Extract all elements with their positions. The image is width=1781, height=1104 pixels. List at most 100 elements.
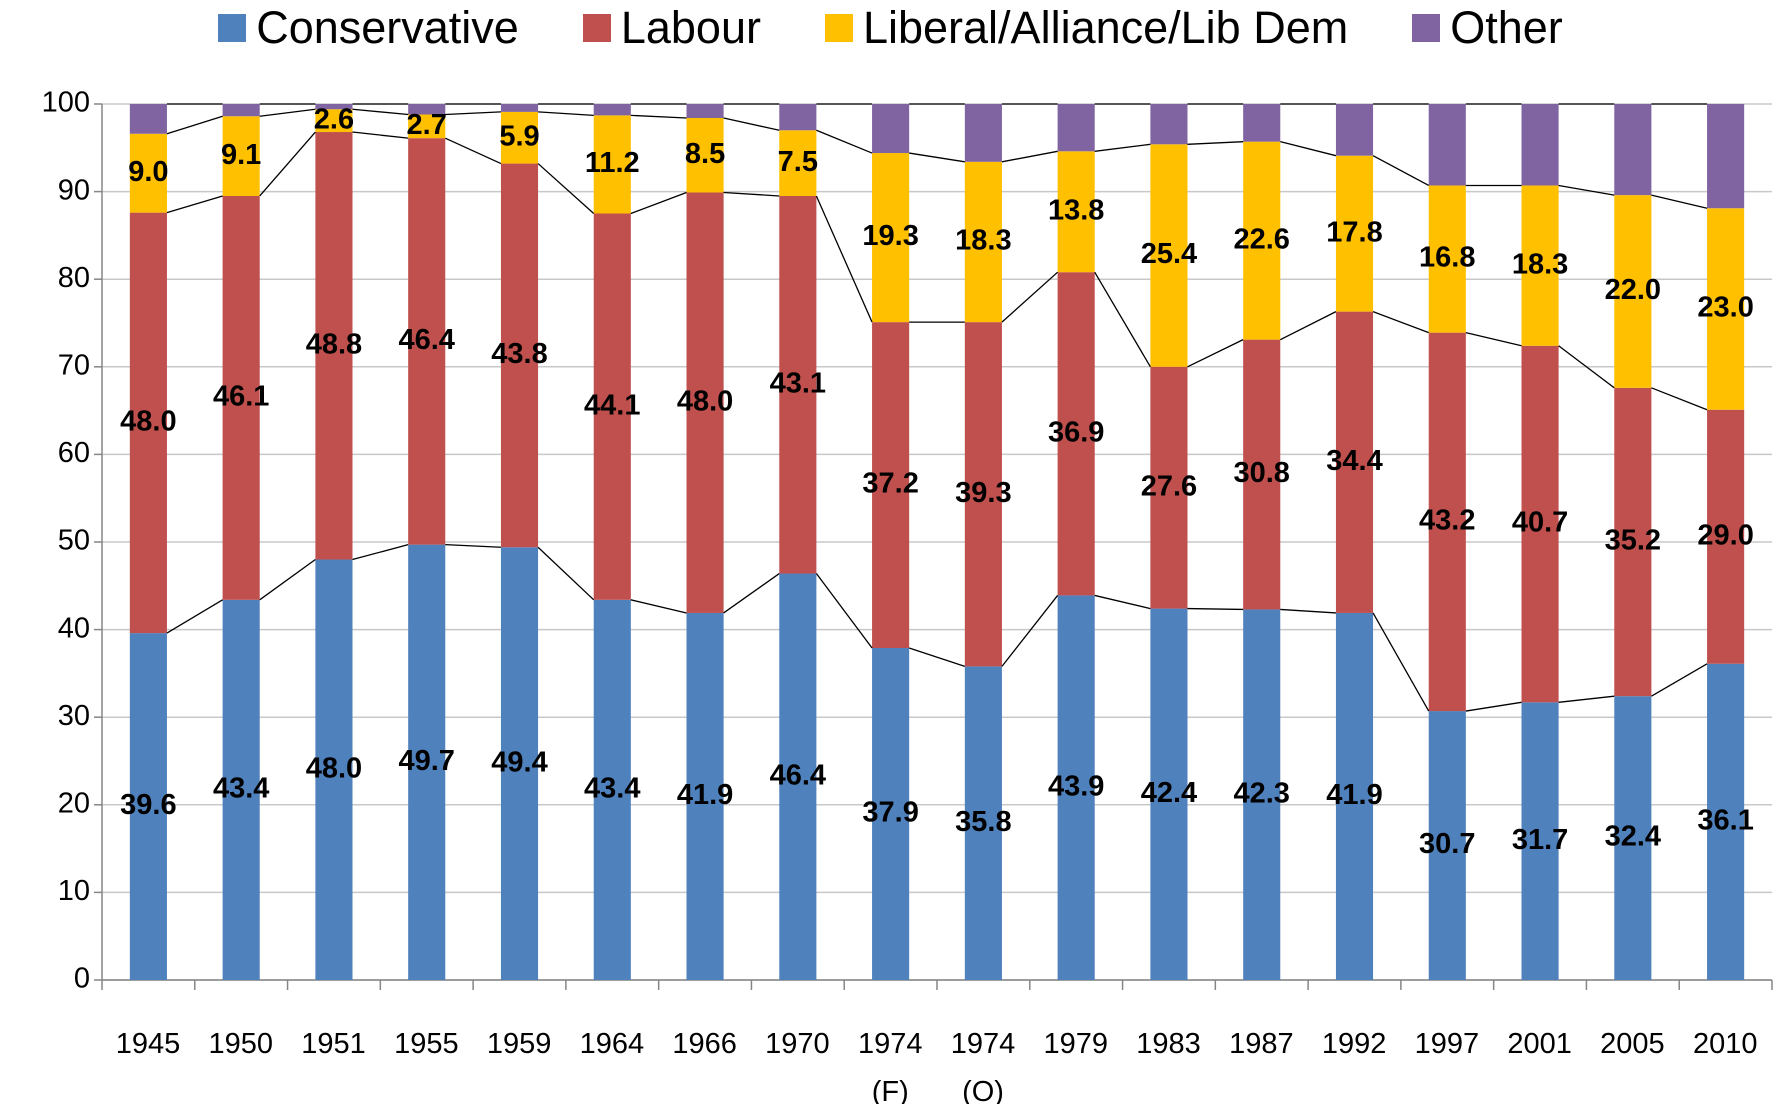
value-label: 9.0 <box>128 156 168 188</box>
bar-segment <box>1335 155 1374 312</box>
series-line <box>259 108 316 117</box>
legend-item: Conservative <box>218 2 519 54</box>
value-label: 43.2 <box>1419 505 1475 537</box>
x-tick-label: 1966 <box>672 1028 737 1060</box>
series-line <box>537 163 595 214</box>
series-line <box>815 195 873 323</box>
series-line <box>1187 141 1244 145</box>
bar-segment <box>315 132 353 560</box>
bar-segment <box>686 118 724 193</box>
x-tick-label: 1974 (F) <box>857 1028 923 1104</box>
value-label: 48.0 <box>677 385 733 417</box>
series-line <box>1372 311 1429 334</box>
series-line <box>445 111 501 116</box>
y-tick-label: 30 <box>58 700 90 732</box>
series-line <box>352 108 409 116</box>
bar-segment <box>872 153 910 323</box>
legend-swatch <box>582 14 611 42</box>
value-label: 2.6 <box>314 103 354 135</box>
bar-segment <box>686 104 724 119</box>
bar-segment <box>1428 332 1466 712</box>
bar-segment <box>222 599 260 980</box>
series-line <box>1558 345 1615 389</box>
series-line <box>1094 143 1151 152</box>
value-label: 43.1 <box>770 367 826 399</box>
bar-segment <box>129 212 167 634</box>
value-label: 23.0 <box>1697 292 1753 324</box>
legend-label: Other <box>1450 2 1563 53</box>
bar-segment <box>500 111 539 164</box>
bar-segment <box>1335 311 1374 613</box>
bar-segment <box>408 544 446 980</box>
value-label: 43.4 <box>213 773 269 805</box>
bar-segment <box>1243 141 1281 340</box>
value-label: 49.4 <box>491 746 547 778</box>
x-tick-label: 1945 <box>115 1028 181 1060</box>
y-tick-label: 60 <box>58 437 90 469</box>
value-label: 25.4 <box>1141 238 1197 270</box>
value-label: 9.1 <box>221 139 261 171</box>
series-line <box>537 546 595 601</box>
value-label: 44.1 <box>584 389 640 421</box>
bar-segment <box>779 195 817 574</box>
value-label: 16.8 <box>1419 242 1475 274</box>
series-line <box>816 129 873 154</box>
value-label: 17.8 <box>1326 216 1382 248</box>
y-tick-label: 20 <box>58 787 90 819</box>
value-label: 39.3 <box>955 477 1011 509</box>
value-label: 46.4 <box>398 324 454 356</box>
series-line <box>1001 271 1059 323</box>
bar-segment <box>1707 104 1745 209</box>
value-label: 30.8 <box>1233 457 1289 489</box>
bar-segment <box>1614 387 1652 697</box>
bar-segment <box>1057 104 1095 152</box>
legend-swatch <box>1412 14 1441 42</box>
bar-segment <box>222 104 260 117</box>
bar-segment <box>1614 104 1652 196</box>
bar-segment <box>1521 702 1559 980</box>
bar-segment <box>1243 339 1281 610</box>
bar-segment <box>1150 366 1188 609</box>
bar-segment <box>1243 609 1281 980</box>
series-line <box>723 191 780 197</box>
series-line <box>1187 607 1244 611</box>
bar-segment <box>1707 409 1745 664</box>
value-label: 40.7 <box>1512 507 1568 539</box>
bar-segment <box>593 213 631 600</box>
legend-label: Liberal/Alliance/Lib Dem <box>862 2 1349 53</box>
value-label: 46.1 <box>213 381 269 413</box>
x-tick-label: 1997 <box>1414 1028 1480 1060</box>
value-label: 48.0 <box>306 752 362 784</box>
value-label: 30.7 <box>1419 828 1475 860</box>
legend-swatch <box>824 14 853 42</box>
value-label: 43.4 <box>584 773 640 805</box>
x-tick-label: 1959 <box>486 1028 552 1060</box>
x-tick-label: 2010 <box>1692 1028 1758 1060</box>
bar-segment <box>1521 345 1559 703</box>
y-tick-label: 70 <box>58 349 90 381</box>
bar-segment <box>779 104 817 131</box>
value-label: 31.7 <box>1512 824 1568 856</box>
bar-segment <box>964 322 1002 667</box>
bar-segment <box>686 192 724 613</box>
series-line <box>1465 701 1522 712</box>
value-label: 35.8 <box>955 806 1011 838</box>
series-line <box>1558 184 1615 196</box>
value-label: 37.2 <box>862 468 918 500</box>
series-line <box>538 111 594 117</box>
y-tick-label: 40 <box>58 612 90 644</box>
bar-segment <box>1335 612 1374 980</box>
value-label: 41.9 <box>677 779 733 811</box>
series-line <box>1465 332 1522 347</box>
value-label: 34.4 <box>1326 445 1382 477</box>
bar-segment <box>1521 104 1559 186</box>
x-tick-label: 2001 <box>1507 1028 1572 1060</box>
value-label: 49.7 <box>398 745 454 777</box>
value-label: 41.9 <box>1326 779 1382 811</box>
y-tick-label: 80 <box>58 262 90 294</box>
y-tick-label: 0 <box>74 963 90 995</box>
series-line <box>1279 311 1337 341</box>
legend-item: Labour <box>582 2 761 54</box>
bar-segment <box>500 547 539 980</box>
